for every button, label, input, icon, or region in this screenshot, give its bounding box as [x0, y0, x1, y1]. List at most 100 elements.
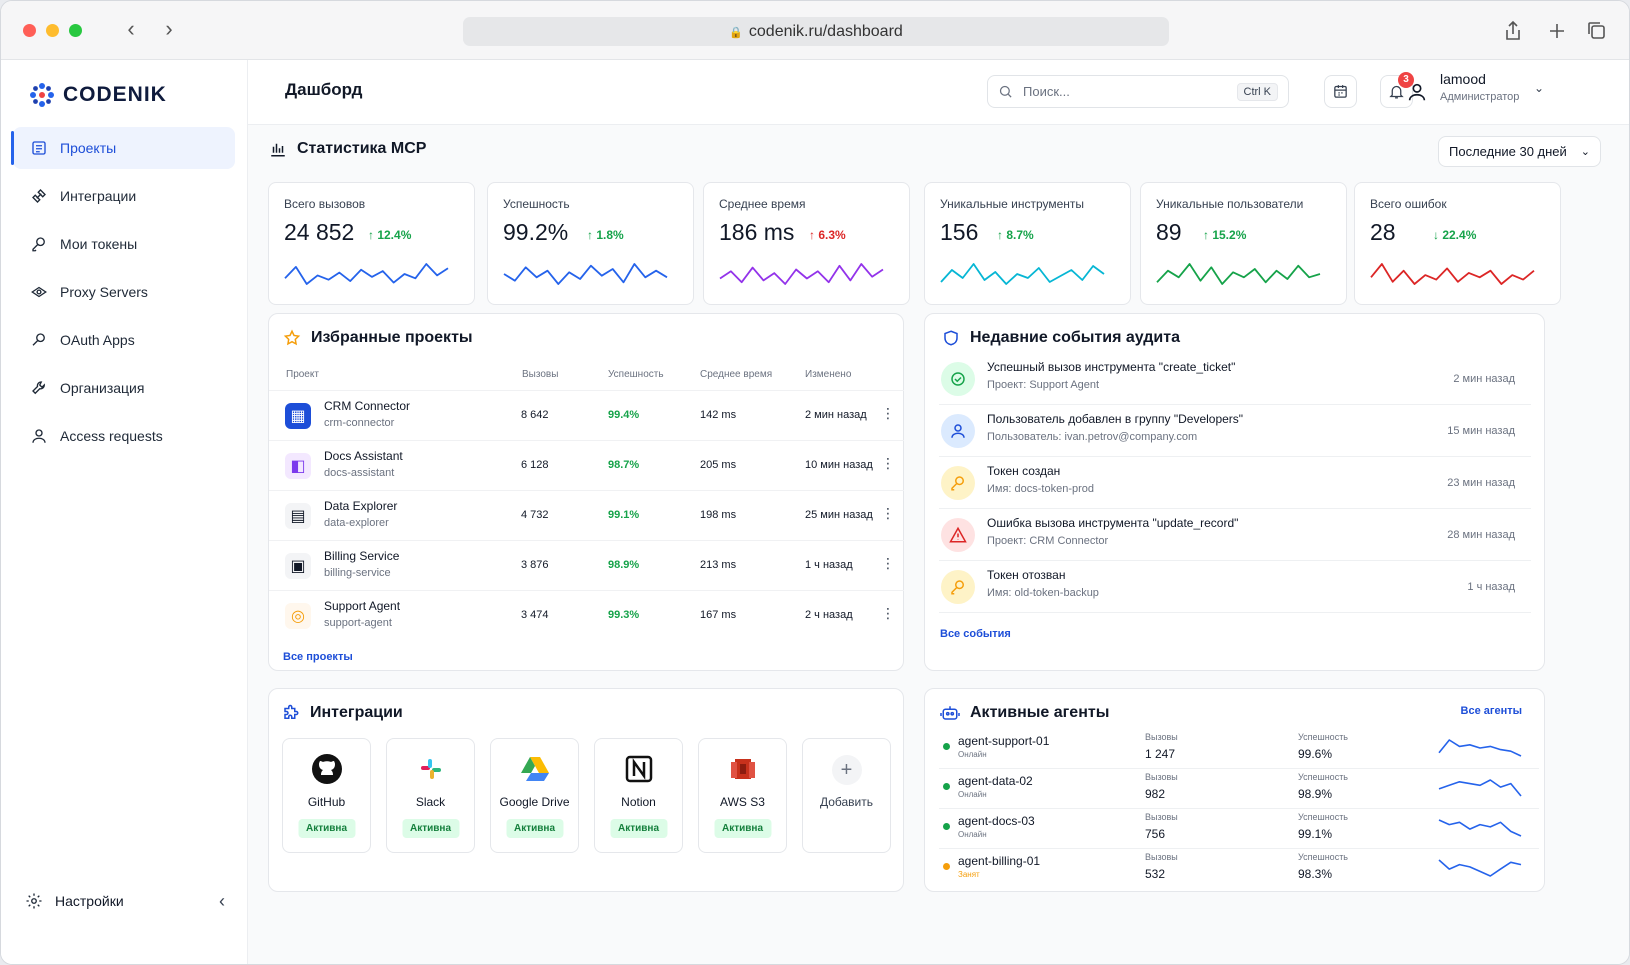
project-name[interactable]: CRM Connector: [324, 399, 411, 413]
integration-slack[interactable]: Slack Активна: [386, 738, 475, 853]
search-input[interactable]: Поиск... Ctrl K: [987, 75, 1289, 108]
agent-row[interactable]: agent-docs-03 Онлайн Вызовы 756 Успешность 99…: [939, 809, 1539, 849]
gear-icon: [26, 893, 42, 909]
project-slug: crm-connector: [324, 417, 395, 429]
success-label: Успешность: [1298, 852, 1349, 862]
column-header-success[interactable]: Успешность: [608, 369, 664, 380]
stats-title-text: Статистика MCP: [297, 140, 427, 157]
agent-status: Онлайн: [958, 750, 987, 759]
stat-sparkline: [940, 263, 1105, 285]
back-icon[interactable]: ‹: [127, 16, 135, 41]
projects-title-text: Избранные проекты: [311, 329, 473, 346]
column-header-changed[interactable]: Изменено: [805, 369, 852, 380]
new-tab-icon[interactable]: [1545, 19, 1569, 43]
close-window-button[interactable]: [23, 24, 36, 37]
audit-event[interactable]: Успешный вызов инструмента "create_ticke…: [939, 353, 1531, 405]
brand-logo[interactable]: CODENIK: [29, 80, 167, 110]
all-events-link[interactable]: Все события: [940, 628, 1011, 640]
agent-sparkline: [1438, 859, 1522, 877]
agent-name[interactable]: agent-data-02: [958, 774, 1033, 788]
settings-button[interactable]: Настройки ‹: [25, 886, 225, 916]
minimize-window-button[interactable]: [46, 24, 59, 37]
more-options-icon[interactable]: ⋮: [881, 555, 895, 571]
all-agents-link[interactable]: Все агенты: [1460, 705, 1522, 717]
audit-time: 28 мин назад: [1447, 529, 1515, 541]
integration-aws-s3[interactable]: AWS S3 Активна: [698, 738, 787, 853]
add-integration-button[interactable]: + Добавить: [802, 738, 891, 853]
forward-icon[interactable]: ›: [165, 16, 173, 41]
stat-total-calls[interactable]: Всего вызовов 24 852 ↑ 12.4%: [268, 182, 475, 305]
nav-label: OAuth Apps: [60, 332, 135, 348]
nav-item-proxy-servers[interactable]: Proxy Servers: [13, 271, 235, 313]
project-row[interactable]: ▦ CRM Connector crm-connector 8 642 99.4% 142…: [269, 390, 904, 440]
stat-unique-users[interactable]: Уникальные пользователи 89 ↑ 15.2%: [1140, 182, 1347, 305]
nav-item-access-requests[interactable]: Access requests: [13, 415, 235, 457]
integration-github[interactable]: GitHub Активна: [282, 738, 371, 853]
user-menu[interactable]: lamood Администратор ⌄: [1406, 71, 1629, 113]
stat-total-errors[interactable]: Всего ошибок 28 ↓ 22.4%: [1354, 182, 1561, 305]
column-header-avg-time[interactable]: Среднее время: [700, 369, 773, 380]
integration-notion[interactable]: Notion Активна: [594, 738, 683, 853]
agent-row[interactable]: agent-billing-01 Занят Вызовы 532 Успешность…: [939, 849, 1539, 889]
notifications-button[interactable]: 3: [1380, 72, 1414, 108]
agent-name[interactable]: agent-support-01: [958, 734, 1050, 748]
stat-label: Среднее время: [719, 197, 806, 211]
audit-event[interactable]: Токен создан Имя: docs-token-prod 23 мин н…: [939, 457, 1531, 509]
audit-subtitle: Имя: old-token-backup: [987, 587, 1099, 599]
integration-status-badge: Активна: [713, 819, 772, 838]
more-options-icon[interactable]: ⋮: [881, 505, 895, 521]
integration-name: Google Drive: [499, 795, 570, 809]
audit-event[interactable]: Токен отозван Имя: old-token-backup 1 ч на…: [939, 561, 1531, 613]
tabs-overview-icon[interactable]: [1585, 19, 1609, 43]
key-icon: [951, 476, 964, 491]
date-range-select[interactable]: Последние 30 дней ⌄: [1438, 136, 1601, 167]
agent-row[interactable]: agent-data-02 Онлайн Вызовы 982 Успешность 98…: [939, 769, 1539, 809]
agent-row[interactable]: agent-support-01 Онлайн Вызовы 1 247 Успешно…: [939, 729, 1539, 769]
agent-success: 99.1%: [1298, 827, 1333, 841]
calendar-button[interactable]: [1324, 75, 1357, 108]
nav-item-organization[interactable]: Организация: [13, 367, 235, 409]
add-integration-label: Добавить: [819, 795, 874, 809]
project-name[interactable]: Billing Service: [324, 549, 400, 563]
project-row[interactable]: ◧ Docs Assistant docs-assistant 6 128 98.7% 2…: [269, 440, 904, 490]
agent-name[interactable]: agent-billing-01: [958, 854, 1041, 868]
agent-sparkline-line: [1438, 739, 1522, 757]
agents-title-text: Активные агенты: [970, 704, 1110, 721]
integration-google-drive[interactable]: Google Drive Активна: [490, 738, 579, 853]
audit-icon-wrap: [941, 466, 975, 500]
project-slug: docs-assistant: [324, 467, 395, 479]
project-row[interactable]: ◎ Support Agent support-agent 3 474 99.3% 167…: [269, 590, 904, 640]
key-icon: [32, 237, 45, 252]
maximize-window-button[interactable]: [69, 24, 82, 37]
chevron-down-icon: ⌄: [1534, 81, 1545, 95]
address-bar[interactable]: 🔒 codenik.ru/dashboard: [463, 17, 1169, 46]
collapse-sidebar-icon[interactable]: ‹: [219, 890, 225, 911]
audit-event[interactable]: Пользователь добавлен в группу "Develope…: [939, 405, 1531, 457]
agent-name[interactable]: agent-docs-03: [958, 814, 1035, 828]
stat-success-rate[interactable]: Успешность 99.2% ↑ 1.8%: [487, 182, 694, 305]
stat-unique-tools[interactable]: Уникальные инструменты 156 ↑ 8.7%: [924, 182, 1131, 305]
nav-item-tokens[interactable]: Мои токены: [13, 223, 235, 265]
column-header-project[interactable]: Проект: [286, 369, 319, 380]
more-options-icon[interactable]: ⋮: [881, 405, 895, 421]
project-name[interactable]: Docs Assistant: [324, 449, 403, 463]
project-name[interactable]: Data Explorer: [324, 499, 398, 513]
project-row[interactable]: ▤ Data Explorer data-explorer 4 732 99.1% 198…: [269, 490, 904, 540]
project-row[interactable]: ▣ Billing Service billing-service 3 876 98.9…: [269, 540, 904, 590]
nav-item-integrations[interactable]: Интеграции: [13, 175, 235, 217]
user-icon: [32, 429, 46, 443]
more-options-icon[interactable]: ⋮: [881, 455, 895, 471]
column-header-calls[interactable]: Вызовы: [522, 369, 559, 380]
all-projects-link[interactable]: Все проекты: [283, 651, 353, 663]
status-dot: [943, 783, 950, 790]
bar-chart-icon: [271, 143, 285, 157]
project-name[interactable]: Support Agent: [324, 599, 401, 613]
audit-event[interactable]: Ошибка вызова инструмента "update_record…: [939, 509, 1531, 561]
share-icon[interactable]: [1501, 19, 1525, 43]
integration-name: Notion: [621, 795, 656, 809]
nav-item-projects[interactable]: Проекты: [11, 127, 235, 169]
more-options-icon[interactable]: ⋮: [881, 605, 895, 621]
stat-avg-time[interactable]: Среднее время 186 ms ↑ 6.3%: [703, 182, 910, 305]
agent-calls: 982: [1145, 787, 1166, 801]
nav-item-oauth-apps[interactable]: OAuth Apps: [13, 319, 235, 361]
